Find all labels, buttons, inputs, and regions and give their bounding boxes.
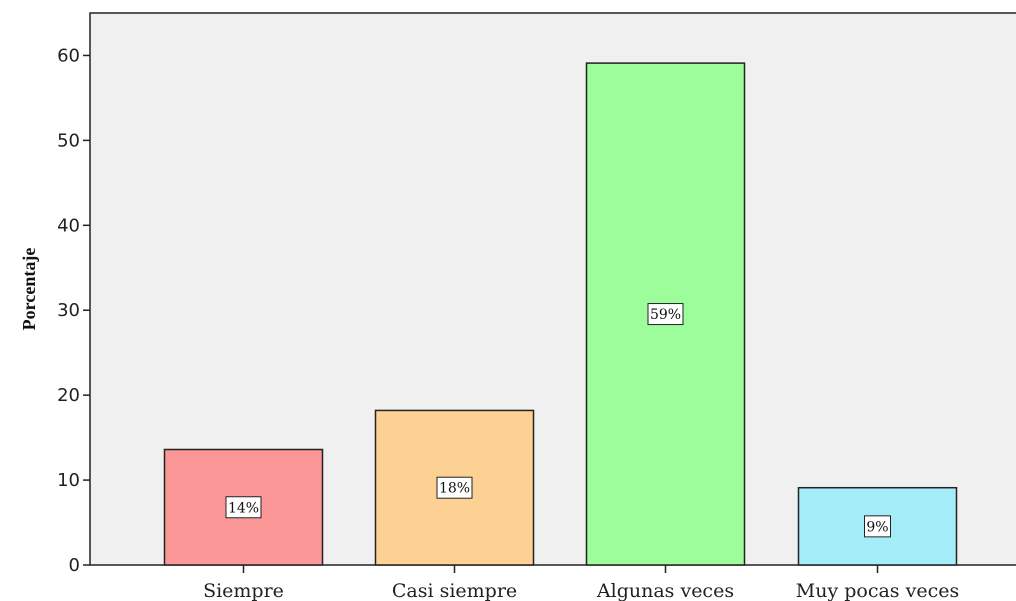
y-axis-title: Porcentaje xyxy=(19,248,39,331)
y-tick-label: 60 xyxy=(57,45,80,66)
bars: 14% 18% 59% 9% xyxy=(163,62,958,566)
data-label-box xyxy=(864,515,891,538)
x-tick-label: Muy pocas veces xyxy=(796,580,959,601)
y-axis: 0 10 20 30 40 50 60 xyxy=(57,45,90,576)
data-label: 59% xyxy=(650,307,681,323)
y-tick-label: 10 xyxy=(57,470,80,491)
x-tick-label: Algunas veces xyxy=(596,580,734,601)
data-label: 9% xyxy=(866,519,888,535)
y-tick-label: 20 xyxy=(57,385,80,406)
x-tick-label: Siempre xyxy=(203,580,284,601)
y-tick-label: 0 xyxy=(69,555,80,576)
data-label: 18% xyxy=(439,481,470,497)
x-axis: Siempre Casi siempre Algunas veces Muy poca… xyxy=(203,565,959,601)
data-label: 14% xyxy=(228,500,259,516)
x-tick-label: Casi siempre xyxy=(392,580,517,601)
data-label-box xyxy=(225,496,262,519)
y-tick-label: 50 xyxy=(57,130,80,151)
y-tick-label: 40 xyxy=(57,215,80,236)
y-tick-label: 30 xyxy=(57,300,80,321)
data-label-box xyxy=(647,303,684,326)
data-label-box xyxy=(436,476,473,499)
